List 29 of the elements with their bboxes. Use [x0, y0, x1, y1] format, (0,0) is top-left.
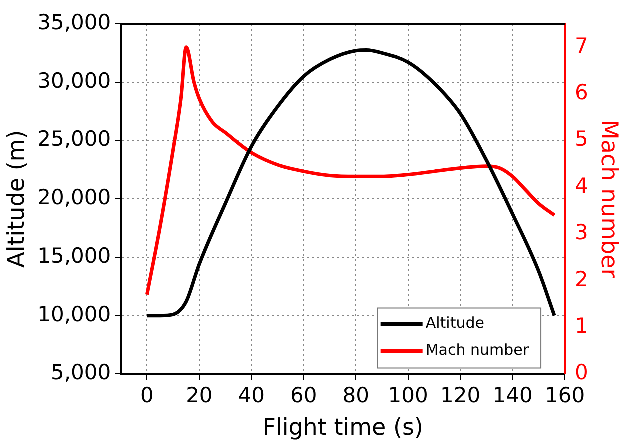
y-tick-label: 15,000 — [38, 244, 112, 268]
y-tick-label: 30,000 — [38, 68, 112, 93]
y2-tick-label: 1 — [575, 314, 588, 338]
y-tick-label: 25,000 — [38, 127, 112, 152]
x-tick-label: 160 — [544, 383, 586, 408]
y2-tick-label: 0 — [575, 360, 588, 385]
y2-tick-label: 5 — [575, 127, 588, 152]
y-tick-label: 10,000 — [38, 302, 112, 326]
x-tick-label: 60 — [290, 383, 318, 408]
x-tick-label: 20 — [186, 383, 213, 408]
y2-tick-label: 4 — [575, 174, 588, 198]
y-tick-label: 5,000 — [50, 360, 112, 385]
x-tick-label: 140 — [492, 383, 533, 408]
x-tick-label: 0 — [140, 383, 154, 408]
y2-axis-title: Mach number — [596, 120, 622, 279]
y2-tick-label: 7 — [575, 34, 588, 58]
x-tick-label: 40 — [238, 383, 266, 408]
y2-tick-label: 6 — [575, 80, 588, 104]
x-tick-label: 80 — [342, 383, 370, 408]
x-tick-label: 120 — [440, 383, 481, 408]
y-axis-title: Altitude (m) — [4, 130, 30, 268]
x-tick-label: 100 — [388, 383, 428, 408]
y2-tick-label: 3 — [575, 220, 588, 245]
x-axis-title: Flight time (s) — [262, 415, 424, 442]
y2-tick-label: 2 — [575, 267, 588, 292]
legend-label: Altitude — [426, 314, 484, 332]
y-tick-label: 20,000 — [38, 186, 112, 210]
legend-label: Mach number — [426, 341, 530, 360]
y-tick-label: 35,000 — [38, 10, 112, 34]
